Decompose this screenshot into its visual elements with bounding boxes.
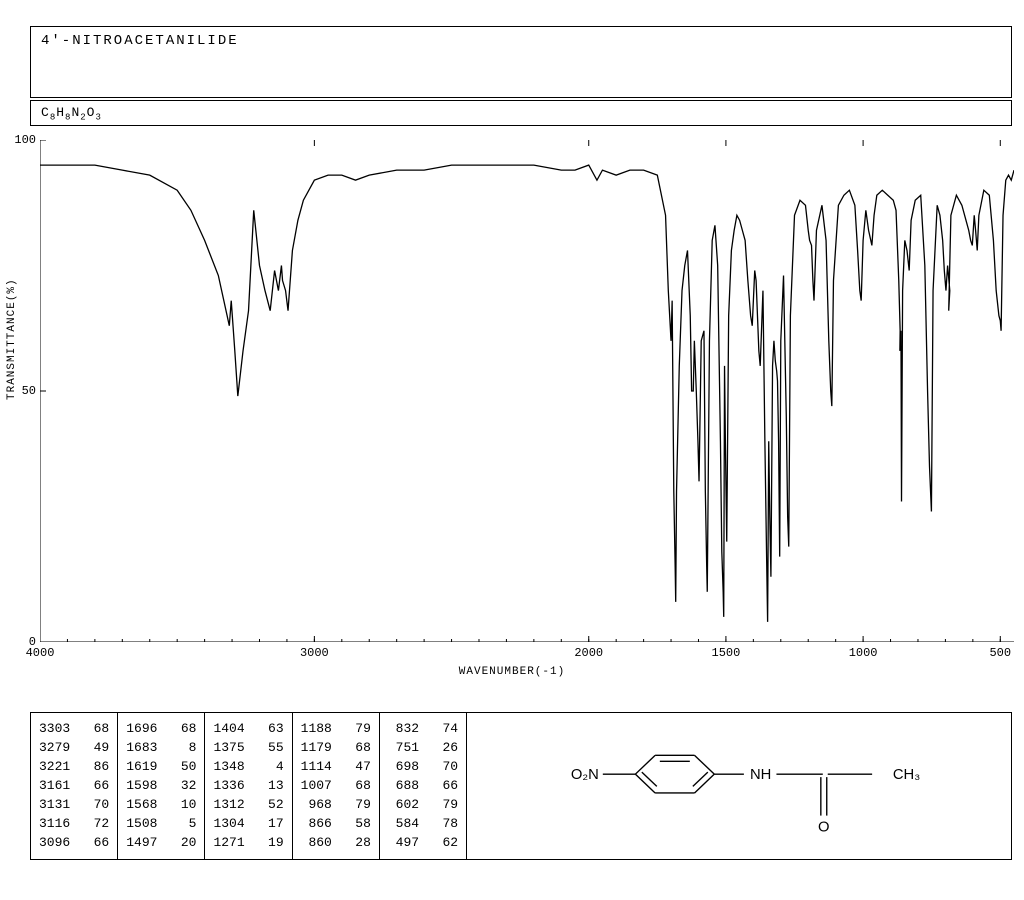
svg-text:NH: NH: [750, 767, 771, 783]
compound-title: 4'-NITROACETANILIDE: [41, 33, 239, 49]
peak-table-column: 1188 79 1179 68 1114 47 1007 68 968 79 8…: [293, 713, 380, 859]
x-tick-label: 500: [989, 646, 1011, 660]
structure-diagram: O₂N NH O CH₃: [467, 713, 1011, 859]
y-tick-label: 50: [10, 384, 36, 398]
y-axis-label: TRANSMITTANCE(%): [6, 278, 18, 400]
formula-box: C8H8N2O3: [30, 100, 1012, 126]
spectrum-plot: [40, 140, 1014, 642]
peak-table-column: 1404 63 1375 55 1348 4 1336 13 1312 52 1…: [205, 713, 292, 859]
x-axis-label: WAVENUMBER(-1): [0, 666, 1024, 678]
svg-text:O: O: [818, 819, 830, 835]
bottom-panel: 3303 68 3279 49 3221 86 3161 66 3131 70 …: [30, 712, 1012, 860]
svg-text:CH₃: CH₃: [893, 767, 920, 783]
x-tick-label: 1000: [849, 646, 878, 660]
peak-table-column: 3303 68 3279 49 3221 86 3161 66 3131 70 …: [31, 713, 118, 859]
svg-text:O₂N: O₂N: [571, 767, 599, 783]
compound-title-box: 4'-NITROACETANILIDE: [30, 26, 1012, 98]
molecular-formula: C8H8N2O3: [41, 105, 102, 120]
peak-table-column: 832 74 751 26 698 70 688 66 602 79 584 7…: [380, 713, 467, 859]
x-tick-label: 3000: [300, 646, 329, 660]
y-tick-label: 100: [10, 133, 36, 147]
x-tick-label: 4000: [26, 646, 55, 660]
peak-table-column: 1696 68 1683 8 1619 50 1598 32 1568 10 1…: [118, 713, 205, 859]
x-tick-label: 1500: [712, 646, 741, 660]
x-tick-label: 2000: [574, 646, 603, 660]
